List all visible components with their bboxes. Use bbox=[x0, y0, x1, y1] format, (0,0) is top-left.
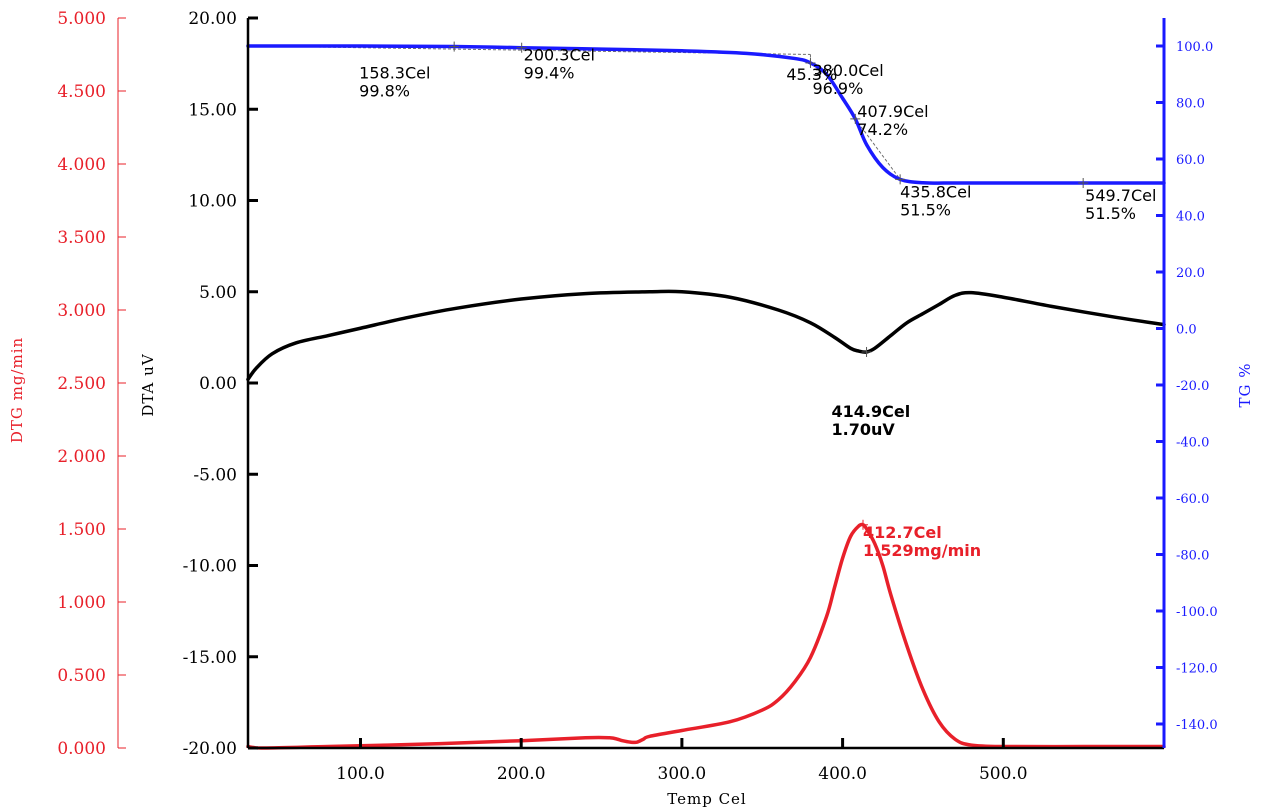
dtg-tick-label: 2.500 bbox=[57, 374, 106, 394]
dta-tick-label: 0.00 bbox=[199, 374, 237, 394]
dta-tick-label: 5.00 bbox=[199, 283, 237, 303]
tg-tick-label: 100.0 bbox=[1176, 40, 1213, 55]
annotation-label: 412.7Cel 1.529mg/min bbox=[863, 523, 981, 560]
tg-tick-label: -80.0 bbox=[1176, 549, 1209, 564]
tg-tick-label: 40.0 bbox=[1176, 210, 1205, 225]
dta-tick-label: -5.00 bbox=[193, 465, 237, 485]
tg-axis-title: TG % bbox=[1236, 362, 1254, 407]
tg-tick-label: -60.0 bbox=[1176, 492, 1209, 507]
tg-tangent-guide bbox=[247, 45, 811, 55]
tg-tick-label: 0.0 bbox=[1176, 323, 1197, 338]
annotation-label: 549.7Cel 51.5% bbox=[1085, 186, 1156, 223]
tg-tick-label: -40.0 bbox=[1176, 436, 1209, 451]
annotation-label: 414.9Cel 1.70uV bbox=[832, 402, 911, 439]
dtg-tick-label: 3.500 bbox=[57, 228, 106, 248]
annotation-label: 380.0Cel 96.9% bbox=[812, 61, 883, 98]
x-tick-label: 400.0 bbox=[818, 764, 867, 784]
dta-axis-title: DTA uV bbox=[139, 353, 157, 416]
x-tick-label: 100.0 bbox=[336, 764, 385, 784]
dtg-tick-label: 1.500 bbox=[57, 520, 106, 540]
x-tick-label: 200.0 bbox=[497, 764, 546, 784]
x-tick-label: 500.0 bbox=[979, 764, 1028, 784]
annotation-label: 407.9Cel 74.2% bbox=[857, 102, 928, 139]
dta-tick-label: -15.00 bbox=[183, 648, 237, 668]
dta-curve bbox=[246, 289, 1166, 382]
dtg-tick-label: 0.500 bbox=[57, 666, 106, 686]
dta-tick-label: 10.00 bbox=[188, 192, 237, 212]
annotation-label: 200.3Cel 99.4% bbox=[524, 46, 595, 83]
dta-tick-label: 15.00 bbox=[188, 100, 237, 120]
tg-curve bbox=[246, 44, 1166, 185]
tg-tangent-guide bbox=[854, 118, 901, 180]
dtg-axis-title: DTG mg/min bbox=[8, 337, 26, 443]
annotation-label: 45.3% bbox=[786, 65, 837, 84]
dtg-tick-label: 1.000 bbox=[57, 593, 106, 613]
tg-tick-label: 60.0 bbox=[1176, 153, 1205, 168]
dtg-tick-label: 0.000 bbox=[57, 739, 106, 759]
dtg-tick-label: 3.000 bbox=[57, 301, 106, 321]
tg-tick-label: -120.0 bbox=[1176, 662, 1218, 677]
annotation-label: 158.3Cel 99.8% bbox=[359, 64, 430, 101]
dtg-tick-label: 4.000 bbox=[57, 155, 106, 175]
dtg-tick-label: 4.500 bbox=[57, 82, 106, 102]
x-tick-label: 300.0 bbox=[658, 764, 707, 784]
dta-tick-label: -20.00 bbox=[183, 739, 237, 759]
dtg-tick-label: 5.000 bbox=[57, 9, 106, 29]
x-axis-title: Temp Cel bbox=[667, 790, 746, 808]
dtg-tick-label: 2.000 bbox=[57, 447, 106, 467]
dta-tick-label: -10.00 bbox=[183, 557, 237, 577]
annotation-label: 435.8Cel 51.5% bbox=[900, 182, 971, 219]
dta-tick-label: 20.00 bbox=[188, 9, 237, 29]
tg-tick-label: -20.0 bbox=[1176, 379, 1209, 394]
dtg-curve bbox=[246, 522, 1166, 750]
tg-tick-label: 80.0 bbox=[1176, 97, 1205, 112]
tg-tick-label: -100.0 bbox=[1176, 605, 1218, 620]
tg-tick-label: 20.0 bbox=[1176, 266, 1205, 281]
tg-tick-label: -140.0 bbox=[1176, 718, 1218, 733]
